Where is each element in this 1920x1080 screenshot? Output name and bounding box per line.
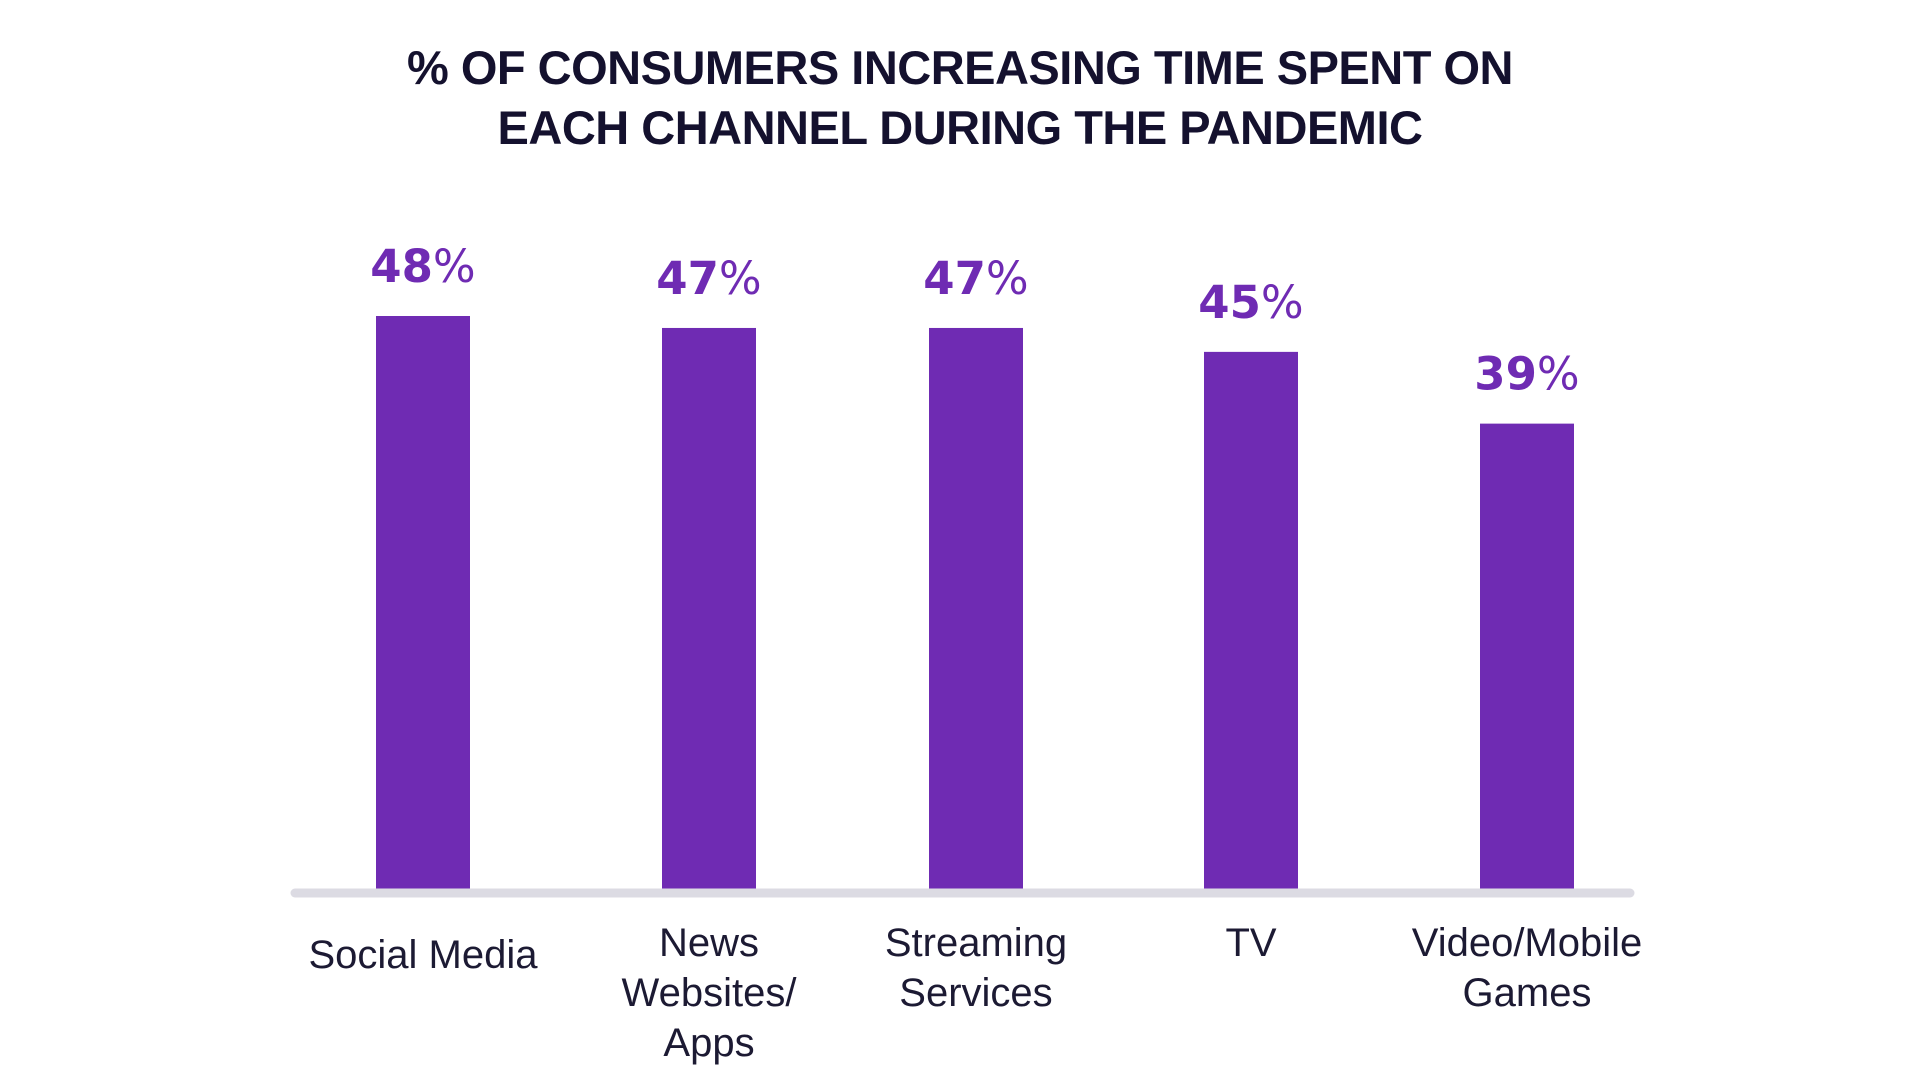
category-label-line: Video/Mobile: [1412, 921, 1643, 965]
value-percent-sign: %: [1261, 276, 1304, 329]
chart-title-line-1: % OF CONSUMERS INCREASING TIME SPENT ON: [407, 41, 1513, 94]
value-number: 47: [923, 252, 986, 305]
bars-group: [376, 316, 1574, 890]
bar-news-websites-apps: [662, 327, 756, 890]
category-label-streaming-services: Streaming Services: [885, 921, 1067, 1015]
value-number: 45: [1198, 276, 1261, 329]
value-label-tv: 45%: [1198, 276, 1303, 329]
value-label-streaming-services: 47%: [923, 252, 1028, 305]
value-label-video-mobile-games: 39%: [1474, 348, 1579, 401]
value-number: 47: [656, 252, 719, 305]
category-label-line: Games: [1463, 971, 1592, 1015]
value-label-social-media: 48%: [370, 240, 475, 293]
category-label-line: Websites/: [622, 971, 798, 1015]
bar-tv: [1204, 351, 1298, 890]
category-labels-group: Social Media News Websites/Apps Streaming Se…: [308, 921, 1642, 1065]
chart-title: % OF CONSUMERS INCREASING TIME SPENT ON …: [0, 38, 1920, 158]
category-label-video-mobile-games: Video/Mobile Games: [1412, 921, 1643, 1015]
value-percent-sign: %: [433, 240, 476, 293]
category-label-line: Apps: [663, 1021, 754, 1065]
category-label-news-websites-apps: News Websites/Apps: [622, 921, 798, 1065]
bar-video-mobile-games: [1480, 423, 1574, 890]
value-number: 39: [1474, 348, 1537, 401]
category-label-tv: TV: [1225, 921, 1276, 965]
category-label-line: Services: [899, 971, 1052, 1015]
category-label-social-media: Social Media: [308, 933, 538, 977]
value-label-news-websites-apps: 47%: [656, 252, 761, 305]
category-label-line: News: [659, 921, 759, 965]
bar-streaming-services: [929, 327, 1023, 890]
chart-title-line-2: EACH CHANNEL DURING THE PANDEMIC: [497, 101, 1423, 154]
category-label-line: Social Media: [308, 933, 538, 977]
category-label-line: Streaming: [885, 921, 1067, 965]
value-percent-sign: %: [719, 252, 762, 305]
value-percent-sign: %: [986, 252, 1029, 305]
value-number: 48: [370, 240, 433, 293]
value-percent-sign: %: [1537, 348, 1580, 401]
category-label-line: TV: [1225, 921, 1276, 965]
bar-social-media: [376, 316, 470, 890]
value-labels-group: 48% 47% 47% 45%39%: [370, 240, 1579, 401]
